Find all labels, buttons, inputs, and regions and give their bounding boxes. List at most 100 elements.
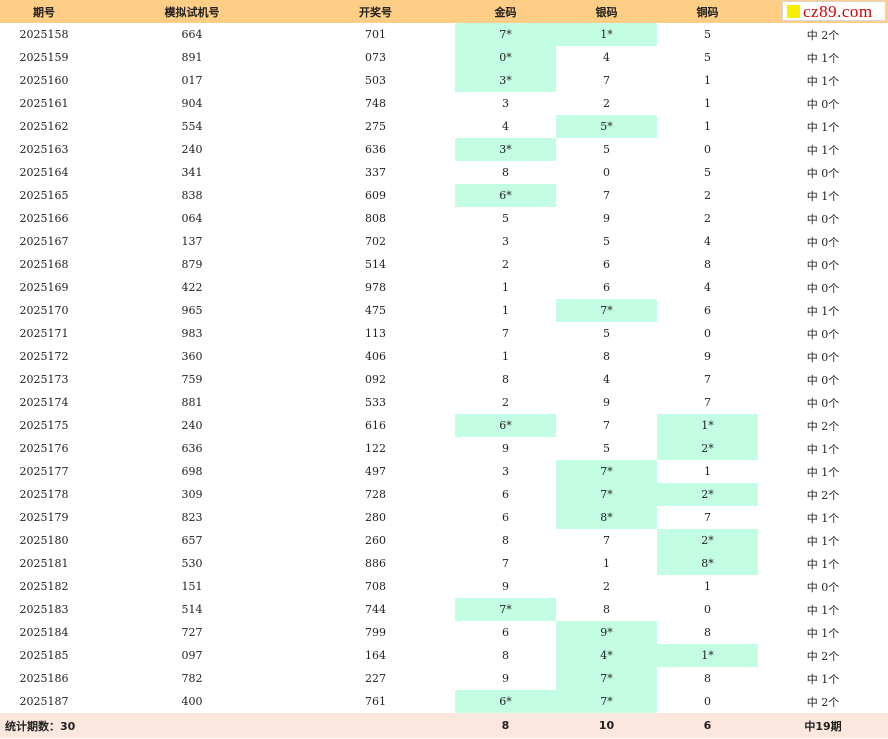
cell-trial-number: 904 [181, 97, 203, 110]
table-row: 2025160 017 503 3* 7 1 中 1个 [0, 69, 888, 92]
cell-hit-count: 中 1个 [806, 557, 840, 571]
cell-gold-code: 7 [502, 557, 509, 570]
cell-gold-code: 8 [502, 649, 509, 662]
table-row: 2025180 657 260 8 7 2* 中 1个 [0, 529, 888, 552]
cell-gold-code: 2 [502, 258, 509, 271]
cell-trial-number: 137 [181, 235, 203, 248]
table-row: 2025165 838 609 6* 7 2 中 1个 [0, 184, 888, 207]
table-row: 2025184 727 799 6 9* 8 中 1个 [0, 621, 888, 644]
cell-trial-number: 879 [181, 258, 203, 271]
cell-hit-count: 中 0个 [806, 580, 840, 594]
cell-hit-count: 中 2个 [806, 28, 840, 42]
cell-silver-code: 7* [556, 460, 657, 483]
cell-bronze-code: 8* [657, 552, 758, 575]
cell-silver-code: 2 [603, 97, 610, 110]
cell-issue: 2025186 [19, 672, 69, 685]
cell-gold-code: 3 [502, 235, 509, 248]
cell-issue: 2025175 [19, 419, 69, 432]
cell-bronze-code: 1 [704, 580, 711, 593]
header-draw-number: 开奖号 [359, 5, 392, 19]
cell-silver-code: 5 [603, 143, 610, 156]
summary-total: 中19期 [804, 719, 842, 733]
cell-bronze-code: 1 [704, 97, 711, 110]
cell-draw-number: 744 [365, 603, 386, 616]
cell-silver-code: 7 [603, 189, 610, 202]
cell-silver-code: 4 [603, 373, 610, 386]
cell-issue: 2025171 [19, 327, 69, 340]
cell-issue: 2025169 [19, 281, 69, 294]
cell-draw-number: 122 [365, 442, 386, 455]
cell-gold-code: 2 [502, 396, 509, 409]
cell-bronze-code: 1 [704, 120, 711, 133]
cell-draw-number: 073 [365, 51, 386, 64]
cell-draw-number: 514 [365, 258, 386, 271]
cell-trial-number: 727 [181, 626, 203, 639]
cell-draw-number: 275 [365, 120, 386, 133]
cell-hit-count: 中 1个 [806, 603, 840, 617]
cell-trial-number: 017 [181, 74, 203, 87]
cell-issue: 2025179 [19, 511, 69, 524]
cell-hit-count: 中 0个 [806, 373, 840, 387]
cell-issue: 2025184 [19, 626, 69, 639]
cell-hit-count: 中 1个 [806, 51, 840, 65]
cell-hit-count: 中 2个 [806, 695, 840, 709]
cell-bronze-code: 0 [704, 143, 711, 156]
cell-gold-code: 4 [502, 120, 509, 133]
cell-hit-count: 中 1个 [806, 672, 840, 686]
table-row: 2025175 240 616 6* 7 1* 中 2个 [0, 414, 888, 437]
cell-issue: 2025183 [19, 603, 69, 616]
cell-trial-number: 240 [181, 419, 203, 432]
cell-issue: 2025159 [19, 51, 69, 64]
cell-trial-number: 664 [181, 28, 203, 41]
cell-bronze-code: 8 [704, 258, 711, 271]
cell-silver-code: 8 [603, 350, 610, 363]
cell-silver-code: 8* [556, 506, 657, 529]
cell-draw-number: 609 [365, 189, 386, 202]
cell-bronze-code: 2* [657, 437, 758, 460]
cell-hit-count: 中 2个 [806, 488, 840, 502]
cell-issue: 2025180 [19, 534, 69, 547]
cell-silver-code: 7 [603, 534, 610, 547]
cell-trial-number: 530 [181, 557, 203, 570]
cell-gold-code: 8 [502, 534, 509, 547]
table-row: 2025187 400 761 6* 7* 0 中 2个 [0, 690, 888, 713]
site-logo[interactable]: cz89.com [782, 1, 886, 21]
cell-issue: 2025160 [19, 74, 69, 87]
cell-trial-number: 636 [181, 442, 203, 455]
cell-hit-count: 中 1个 [806, 304, 840, 318]
cell-draw-number: 978 [365, 281, 386, 294]
cell-silver-code: 7* [556, 667, 657, 690]
cell-hit-count: 中 1个 [806, 626, 840, 640]
table-row: 2025186 782 227 9 7* 8 中 1个 [0, 667, 888, 690]
cell-issue: 2025174 [19, 396, 69, 409]
cell-draw-number: 337 [365, 166, 386, 179]
cell-trial-number: 881 [181, 396, 203, 409]
cell-gold-code: 1 [502, 304, 509, 317]
cell-silver-code: 1 [603, 557, 610, 570]
cell-gold-code: 0* [455, 46, 556, 69]
cell-hit-count: 中 0个 [806, 350, 840, 364]
cell-issue: 2025167 [19, 235, 69, 248]
cell-hit-count: 中 1个 [806, 120, 840, 134]
cell-trial-number: 341 [181, 166, 203, 179]
cell-bronze-code: 6 [704, 304, 711, 317]
cell-gold-code: 3* [455, 138, 556, 161]
summary-silver: 10 [598, 719, 615, 732]
table-row: 2025162 554 275 4 5* 1 中 1个 [0, 115, 888, 138]
table-row: 2025177 698 497 3 7* 1 中 1个 [0, 460, 888, 483]
table-row: 2025176 636 122 9 5 2* 中 1个 [0, 437, 888, 460]
cell-issue: 2025176 [19, 442, 69, 455]
cell-gold-code: 9 [502, 442, 509, 455]
cell-hit-count: 中 0个 [806, 166, 840, 180]
cell-hit-count: 中 1个 [806, 442, 840, 456]
cell-gold-code: 3* [455, 69, 556, 92]
cell-bronze-code: 5 [704, 51, 711, 64]
cell-draw-number: 702 [365, 235, 386, 248]
cell-hit-count: 中 2个 [806, 419, 840, 433]
cell-trial-number: 823 [181, 511, 203, 524]
cell-gold-code: 8 [502, 166, 509, 179]
cell-bronze-code: 2 [704, 212, 711, 225]
cell-gold-code: 6 [502, 511, 509, 524]
header-trial-number: 模拟试机号 [164, 5, 220, 19]
cell-silver-code: 4* [556, 644, 657, 667]
